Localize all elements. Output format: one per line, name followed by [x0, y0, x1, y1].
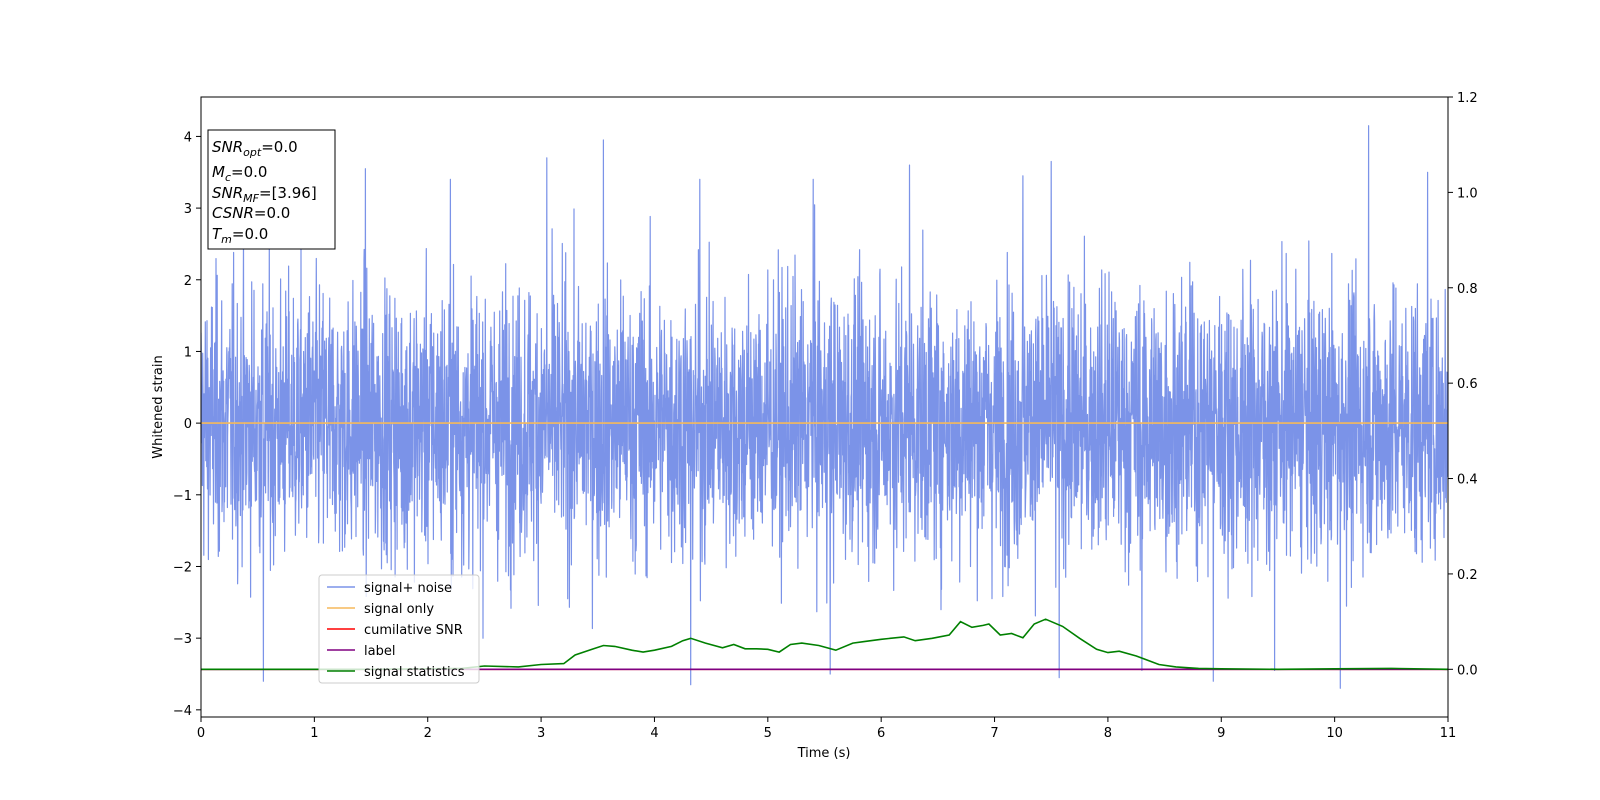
- x-axis: 0 1 2 3 4 5 6 7 8 9 10 11: [197, 717, 1456, 741]
- x-tick-label: 9: [1217, 726, 1225, 741]
- axes-frame: [200, 96, 1449, 718]
- legend-label: signal only: [364, 602, 434, 617]
- annotation-tm: Tm=0.0: [212, 225, 268, 246]
- y-tick-label: −4: [173, 704, 192, 719]
- x-tick-label: 10: [1326, 726, 1343, 741]
- legend: signal+ noise signal only cumilative SNR la…: [318, 574, 480, 684]
- y-tick-label: −1: [173, 489, 192, 504]
- y-tick-label: −3: [173, 632, 192, 647]
- annotation-snr-mf: SNRMF=[3.96]: [212, 184, 317, 205]
- y-axis-right: 0.0 0.2 0.4 0.6 0.8 1.0 1.2: [1448, 91, 1478, 678]
- series-signal-statistics: [201, 618, 1448, 671]
- y2-tick-label: 0.0: [1457, 663, 1478, 678]
- y-tick-label: 0: [184, 417, 192, 432]
- y-axis-label: Whitened strain: [151, 355, 166, 458]
- y2-tick-label: 0.4: [1457, 473, 1478, 488]
- annotation-box: [207, 129, 336, 250]
- annotation-mc: Mc=0.0: [212, 163, 267, 184]
- annotation-snr-opt: SNRopt=0.0: [212, 138, 298, 159]
- x-tick-label: 7: [990, 726, 998, 741]
- legend-box: [318, 574, 480, 684]
- y-tick-label: 1: [184, 345, 192, 360]
- x-tick-label: 0: [197, 726, 205, 741]
- y2-tick-label: 0.6: [1457, 377, 1478, 392]
- legend-label: signal+ noise: [364, 581, 452, 596]
- y2-tick-label: 0.8: [1457, 282, 1478, 297]
- legend-label: label: [364, 644, 395, 659]
- annotation-csnr: CSNR=0.0: [212, 204, 290, 222]
- x-tick-label: 8: [1104, 726, 1112, 741]
- y-tick-label: 2: [184, 274, 192, 289]
- y2-tick-label: 0.2: [1457, 568, 1478, 583]
- series-signal-noise: [201, 125, 1448, 689]
- y2-tick-label: 1.0: [1457, 186, 1478, 201]
- x-tick-label: 2: [424, 726, 432, 741]
- y-tick-label: 3: [184, 202, 192, 217]
- y2-tick-label: 1.2: [1457, 91, 1478, 106]
- x-tick-label: 11: [1440, 726, 1457, 741]
- y-axis-left: −4 −3 −2 −1 0 1 2 3 4: [173, 130, 201, 719]
- x-tick-label: 6: [877, 726, 885, 741]
- y-tick-label: 4: [184, 130, 192, 145]
- x-tick-label: 4: [650, 726, 658, 741]
- x-tick-label: 3: [537, 726, 545, 741]
- x-tick-label: 5: [764, 726, 772, 741]
- x-tick-label: 1: [310, 726, 318, 741]
- stats-annotation: SNRopt=0.0 Mc=0.0 SNRMF=[3.96] CSNR=0.0 …: [207, 129, 336, 250]
- legend-label: signal statistics: [364, 665, 465, 680]
- legend-label: cumilative SNR: [364, 623, 463, 638]
- y-tick-label: −2: [173, 560, 192, 575]
- x-axis-label: Time (s): [797, 746, 851, 761]
